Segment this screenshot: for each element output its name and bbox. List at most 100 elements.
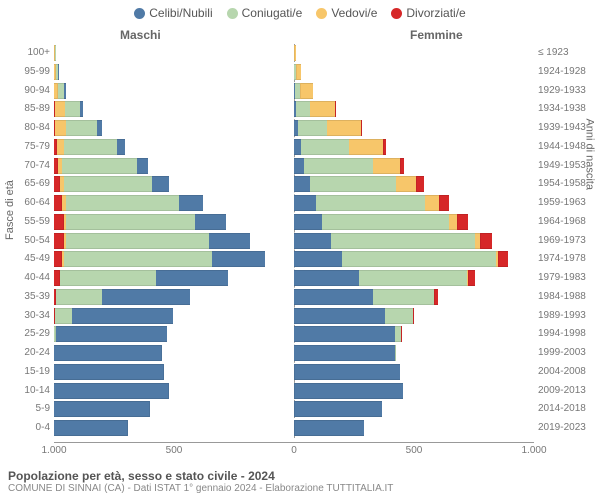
bar-segment [56,289,102,305]
female-bar [294,345,534,361]
legend-label: Coniugati/e [242,6,303,20]
bar-segment [54,195,62,211]
male-bar [54,64,294,80]
male-bar [54,233,294,249]
bar-segment [64,251,213,267]
bar-segment [54,364,164,380]
bar-segment [401,326,402,342]
x-axis: 1.00050005001.000 [54,442,534,462]
bar-segment [457,214,468,230]
bar-segment [310,176,396,192]
chart-container: Celibi/Nubili Coniugati/e Vedovi/e Divorzia… [0,0,600,500]
pyramid-row [54,44,534,63]
pyramid-row [54,419,534,438]
bar-segment [298,120,327,136]
pyramid-row [54,63,534,82]
pyramid-row [54,250,534,269]
age-label: 85-89 [14,103,50,114]
bar-segment [316,195,425,211]
bar-segment [72,308,173,324]
birth-year-label: 1944-1948 [538,141,596,152]
bar-segment [66,233,209,249]
age-label: 15-19 [14,366,50,377]
legend-item: Vedovi/e [316,6,377,20]
female-bar [294,83,534,99]
age-label: 70-74 [14,160,50,171]
bar-segment [294,345,395,361]
bar-segment [64,139,117,155]
female-bar [294,64,534,80]
bar-segment [55,120,66,136]
bar-segment [80,101,83,117]
birth-year-label: 2004-2008 [538,366,596,377]
female-bar [294,383,534,399]
legend-label: Divorziati/e [406,6,465,20]
bar-segment [195,214,226,230]
male-bar [54,214,294,230]
male-bar [54,83,294,99]
female-bar [294,233,534,249]
bar-segment [212,251,265,267]
birth-year-label: 2019-2023 [538,422,596,433]
female-bar [294,251,534,267]
bar-segment [361,120,362,136]
birth-year-label: 1969-1973 [538,235,596,246]
bar-segment [439,195,449,211]
bar-segment [294,364,400,380]
bar-segment [359,270,467,286]
female-bar [294,176,534,192]
bar-segment [434,289,438,305]
age-label: 60-64 [14,197,50,208]
bar-segment [383,139,386,155]
male-bar [54,326,294,342]
birth-year-label: 1989-1993 [538,310,596,321]
bar-segment [97,120,102,136]
x-tick-label: 0 [291,445,297,456]
female-bar [294,158,534,174]
bar-segment [294,139,301,155]
bar-segment [64,176,153,192]
age-label: 20-24 [14,347,50,358]
bar-segment [425,195,439,211]
legend-label: Vedovi/e [331,6,377,20]
bar-segment [331,233,475,249]
bar-segment [294,289,373,305]
bar-segment [327,120,361,136]
birth-year-label: 1934-1938 [538,103,596,114]
bar-segment [294,158,304,174]
bar-segment [294,176,310,192]
age-label: 75-79 [14,141,50,152]
pyramid-row [54,325,534,344]
bar-segment [66,195,179,211]
bar-segment [294,326,395,342]
bar-segment [102,289,191,305]
pyramid-row [54,175,534,194]
male-bar [54,176,294,192]
male-bar [54,345,294,361]
male-bar [54,270,294,286]
bar-segment [54,214,64,230]
pyramid-row [54,269,534,288]
bar-segment [304,158,374,174]
bar-segment [179,195,203,211]
male-bar [54,120,294,136]
pyramid-row [54,400,534,419]
male-bar [54,364,294,380]
bar-segment [480,233,492,249]
birth-year-label: 1954-1958 [538,178,596,189]
bar-segment [156,270,228,286]
legend-label: Celibi/Nubili [149,6,212,20]
female-bar [294,139,534,155]
bar-segment [294,45,295,61]
bar-segment [300,83,313,99]
age-label: 45-49 [14,253,50,264]
age-label: 100+ [14,47,50,58]
legend-item: Divorziati/e [391,6,465,20]
pyramid-row [54,382,534,401]
age-label: 40-44 [14,272,50,283]
bar-segment [373,289,434,305]
bar-segment [335,101,336,117]
birth-year-label: 1924-1928 [538,66,596,77]
birth-year-label: 1999-2003 [538,347,596,358]
age-label: 55-59 [14,216,50,227]
